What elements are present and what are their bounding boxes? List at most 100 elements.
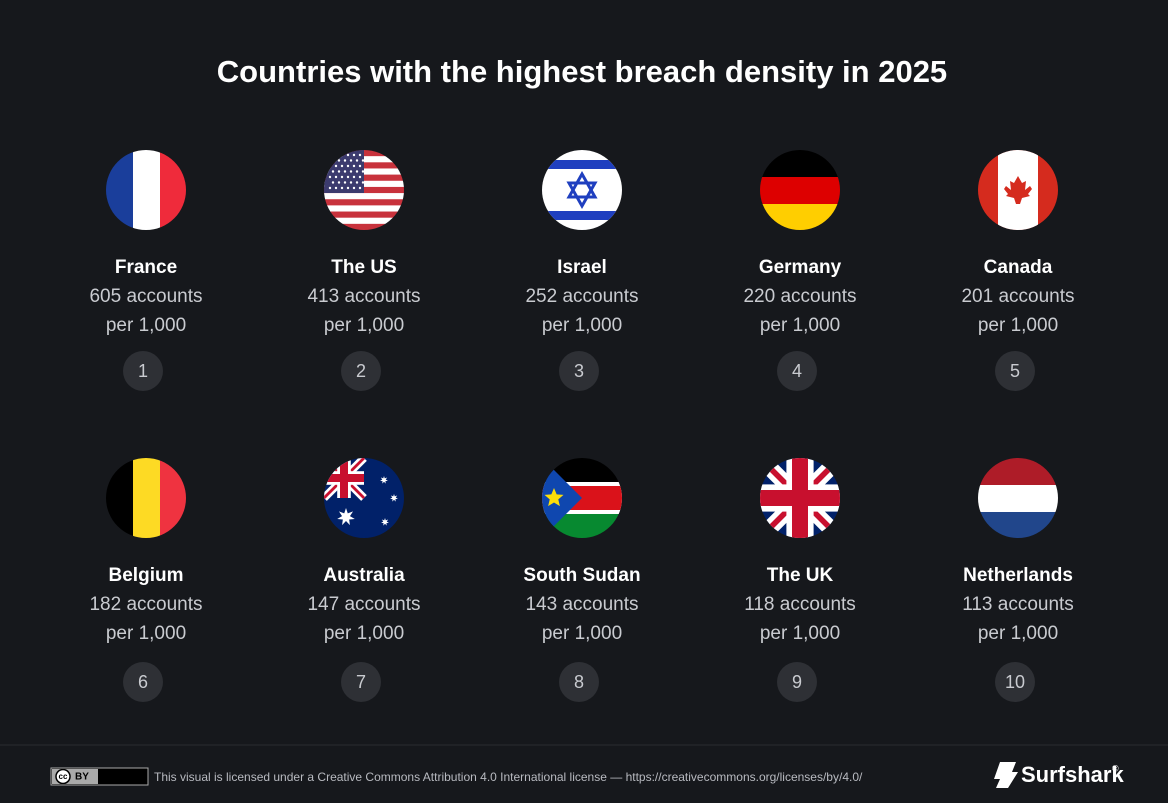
flag-part <box>358 186 362 190</box>
flag-part <box>340 175 344 179</box>
flag-part <box>346 175 350 179</box>
flag-part <box>331 170 335 173</box>
flag-part <box>352 175 356 179</box>
country-name: The US <box>331 257 396 278</box>
accounts: 220 accounts <box>743 286 856 307</box>
flag <box>978 458 1058 538</box>
flag-part <box>337 159 341 162</box>
flag-part <box>346 153 350 157</box>
flag-part <box>346 164 350 168</box>
flag-part <box>381 518 389 526</box>
flag-part <box>331 181 335 184</box>
flag-part <box>352 186 356 190</box>
flag-part <box>349 170 353 173</box>
by-text: BY <box>75 772 89 783</box>
flag-part <box>542 211 622 220</box>
rank: 8 <box>574 672 584 692</box>
country-name: Germany <box>759 257 842 278</box>
country-name: Israel <box>557 257 607 278</box>
per-thousand: per 1,000 <box>106 315 186 336</box>
flag-part <box>361 181 365 184</box>
flag-part <box>324 193 404 200</box>
flag-part <box>349 159 353 162</box>
flag-part <box>355 170 359 173</box>
rank-badge <box>995 351 1035 391</box>
rank: 5 <box>1010 361 1020 381</box>
brand-icon <box>994 762 1018 788</box>
flag-part <box>324 199 404 206</box>
flag-part <box>358 164 362 168</box>
flag-part <box>352 164 356 168</box>
flag-part <box>343 181 347 184</box>
flag-part <box>760 177 840 204</box>
country-card: Belgium 182 accounts per 1,000 6 <box>89 458 203 702</box>
rank: 7 <box>356 672 366 692</box>
rank: 9 <box>792 672 802 692</box>
flag <box>978 150 1058 230</box>
flag <box>542 458 622 538</box>
rank-badge <box>123 351 163 391</box>
flag-part <box>340 164 344 168</box>
rank-badge <box>995 662 1035 702</box>
flag-part <box>361 159 365 162</box>
brand-logo: Surfshark ® <box>994 762 1124 788</box>
cc-text: cc <box>59 772 68 781</box>
rank: 10 <box>1005 672 1025 692</box>
country-card: Canada 201 accounts per 1,000 5 <box>961 150 1075 391</box>
flag-part <box>542 458 582 538</box>
flag-part <box>355 181 359 184</box>
rank: 2 <box>356 361 366 381</box>
flag-part <box>566 181 598 210</box>
flag <box>324 150 404 230</box>
flag-part <box>133 150 160 230</box>
flag-part <box>334 175 338 179</box>
flag-part <box>337 508 355 526</box>
cc-circle <box>55 768 71 785</box>
accounts: 201 accounts <box>961 286 1074 307</box>
flag-part <box>340 186 344 190</box>
title: Countries with the highest breach densit… <box>217 54 947 89</box>
per-thousand: per 1,000 <box>542 623 622 644</box>
accounts: 147 accounts <box>307 594 420 615</box>
per-thousand: per 1,000 <box>324 315 404 336</box>
country-name: Belgium <box>109 565 184 586</box>
flag <box>324 458 404 538</box>
flag-part <box>349 181 353 184</box>
accounts: 143 accounts <box>525 594 638 615</box>
rank-badge <box>777 662 817 702</box>
flag-part <box>358 153 362 157</box>
rank: 3 <box>574 361 584 381</box>
flag-part <box>324 217 404 225</box>
flag-part <box>978 485 1058 512</box>
rank-badge <box>777 351 817 391</box>
flag-part <box>352 153 356 157</box>
flag-part <box>343 159 347 162</box>
flag-part <box>1004 176 1032 204</box>
rank-badge <box>559 351 599 391</box>
flag-part <box>324 223 404 230</box>
cc-badge: cc BY <box>50 767 149 786</box>
flag <box>760 458 840 538</box>
flag-part <box>343 170 347 173</box>
country-card: South Sudan 143 accounts per 1,000 8 <box>523 458 641 702</box>
flag <box>106 150 186 230</box>
accounts: 118 accounts <box>744 594 856 615</box>
flag-part <box>337 170 341 173</box>
brand-name: Surfshark <box>1021 762 1124 787</box>
flag-part <box>334 164 338 168</box>
country-name: Canada <box>984 257 1053 278</box>
country-name: Netherlands <box>963 565 1073 586</box>
flag-part <box>346 186 350 190</box>
per-thousand: per 1,000 <box>106 623 186 644</box>
flag-part <box>542 160 622 169</box>
flag <box>106 458 186 538</box>
accounts: 413 accounts <box>307 286 420 307</box>
rank-badge <box>559 662 599 702</box>
flag-part <box>542 510 622 514</box>
flag-part <box>566 170 598 199</box>
rank-badge <box>341 351 381 391</box>
flag-part <box>324 205 404 212</box>
flag <box>542 150 622 230</box>
rank-badge <box>123 662 163 702</box>
flag-part <box>361 170 365 173</box>
